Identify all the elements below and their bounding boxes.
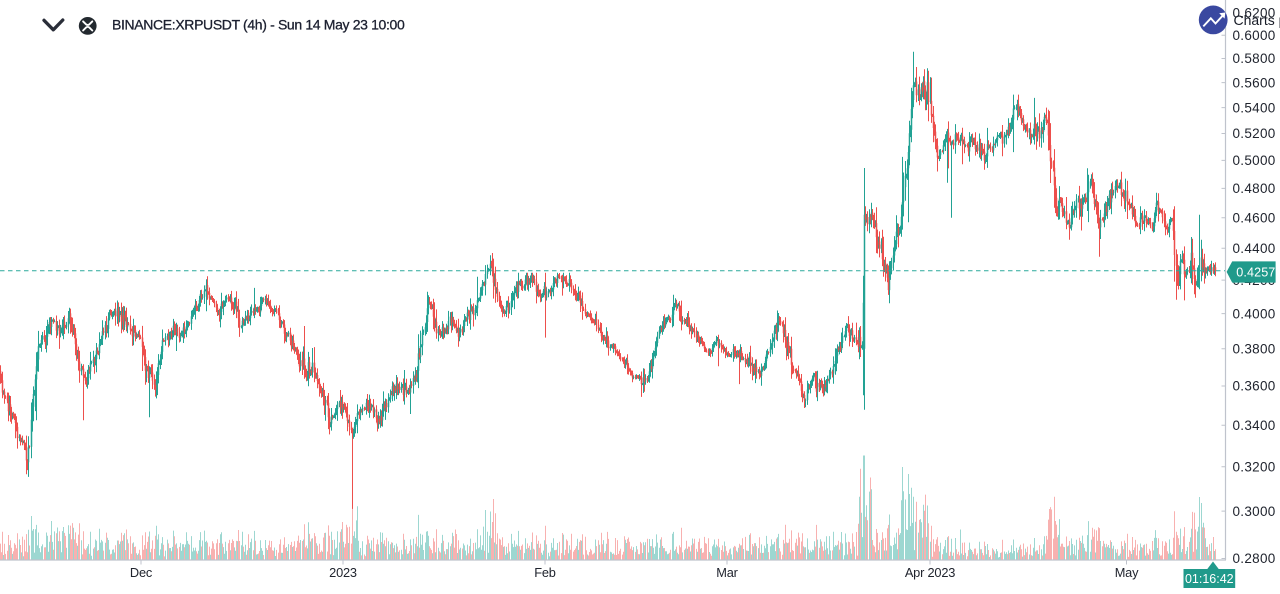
svg-text:0.4800: 0.4800 xyxy=(1233,181,1276,196)
svg-text:0.3400: 0.3400 xyxy=(1233,418,1276,433)
svg-text:0.6000: 0.6000 xyxy=(1233,28,1276,43)
svg-text:May: May xyxy=(1115,565,1139,580)
svg-text:0.6200: 0.6200 xyxy=(1233,5,1276,20)
svg-text:0.5800: 0.5800 xyxy=(1233,51,1276,66)
svg-text:0.4257: 0.4257 xyxy=(1236,265,1275,279)
svg-text:BINANCE:XRPUSDT (4h) - Sun 14: BINANCE:XRPUSDT (4h) - Sun 14 May 23 10:… xyxy=(112,16,405,32)
svg-text:Charts p: Charts p xyxy=(1234,12,1280,28)
svg-text:Apr 2023: Apr 2023 xyxy=(905,565,955,580)
svg-text:Feb: Feb xyxy=(534,565,556,580)
svg-text:0.4000: 0.4000 xyxy=(1233,306,1276,321)
svg-text:0.3800: 0.3800 xyxy=(1233,342,1276,357)
svg-text:0.5400: 0.5400 xyxy=(1233,100,1276,115)
svg-text:0.3200: 0.3200 xyxy=(1233,460,1276,475)
svg-text:0.5200: 0.5200 xyxy=(1233,126,1276,141)
svg-text:01:16:42: 01:16:42 xyxy=(1185,572,1234,586)
svg-text:0.3000: 0.3000 xyxy=(1233,504,1276,519)
svg-text:0.2800: 0.2800 xyxy=(1233,551,1276,566)
svg-text:0.5600: 0.5600 xyxy=(1233,75,1276,90)
svg-text:Dec: Dec xyxy=(130,565,153,580)
svg-text:Mar: Mar xyxy=(716,565,738,580)
svg-text:0.4400: 0.4400 xyxy=(1233,241,1276,256)
svg-text:0.3600: 0.3600 xyxy=(1233,379,1276,394)
svg-text:0.5000: 0.5000 xyxy=(1233,153,1276,168)
svg-text:2023: 2023 xyxy=(329,565,357,580)
svg-text:0.4600: 0.4600 xyxy=(1233,210,1276,225)
